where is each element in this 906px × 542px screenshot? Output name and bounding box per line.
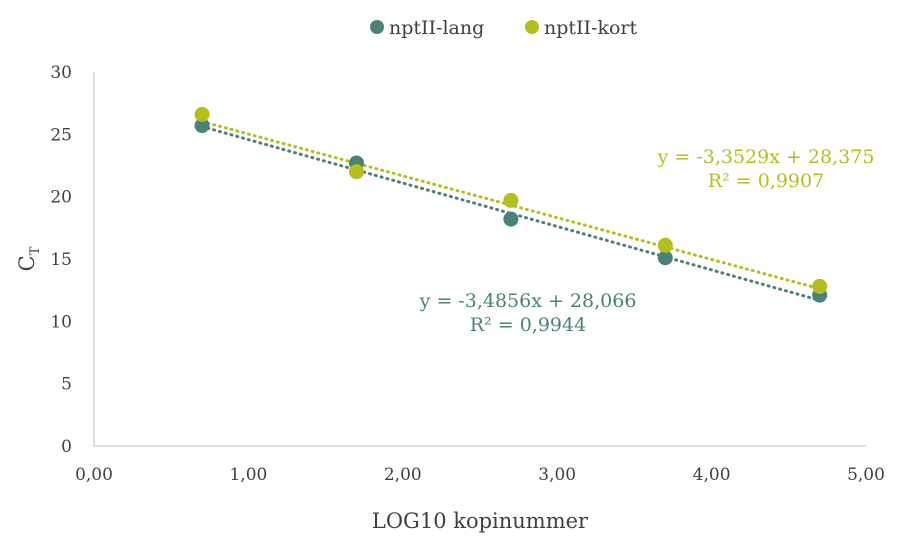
y-tick-labels: 0 5 10 15 20 25 30: [50, 63, 72, 457]
y-axis-title-main: C: [15, 255, 39, 271]
data-point-kort: [348, 164, 364, 180]
data-point-lang: [503, 211, 519, 227]
data-point-kort: [812, 278, 828, 294]
x-tick-label: 3,00: [538, 465, 576, 485]
trendline-lang: [200, 125, 822, 302]
legend-marker-lang: [370, 20, 384, 34]
data-point-lang: [194, 118, 210, 134]
r2-lang: R² = 0,9944: [470, 314, 586, 336]
x-tick-label: 1,00: [229, 465, 267, 485]
data-point-kort: [657, 237, 673, 253]
equation-lang: y = -3,4856x + 28,066: [419, 290, 637, 312]
data-point-kort: [503, 192, 519, 208]
data-points: [194, 106, 828, 303]
legend-label-kort: nptII-kort: [544, 17, 638, 39]
legend-marker-kort: [525, 20, 539, 34]
x-tick-label: 0,00: [75, 465, 113, 485]
y-tick-label: 20: [50, 188, 72, 208]
x-tick-label: 2,00: [384, 465, 422, 485]
y-axis-title: CT: [15, 246, 43, 271]
x-tick-labels: 0,00 1,00 2,00 3,00 4,00 5,00: [75, 465, 885, 485]
x-tick-label: 5,00: [847, 465, 885, 485]
y-axis-title-sub: T: [28, 246, 43, 255]
y-tick-label: 25: [50, 125, 72, 145]
equation-kort: y = -3,3529x + 28,375: [657, 146, 875, 168]
y-tick-label: 10: [50, 312, 72, 332]
legend: nptII-lang nptII-kort: [370, 17, 638, 39]
x-axis-title: LOG10 kopinummer: [372, 509, 589, 533]
data-point-lang: [657, 250, 673, 266]
y-tick-label: 30: [50, 63, 72, 83]
x-tick-label: 4,00: [693, 465, 731, 485]
r2-kort: R² = 0,9907: [708, 170, 824, 192]
y-tick-label: 15: [50, 250, 72, 270]
y-tick-label: 5: [61, 375, 72, 395]
y-tick-label: 0: [61, 437, 72, 457]
data-point-kort: [194, 106, 210, 122]
legend-label-lang: nptII-lang: [389, 17, 484, 39]
